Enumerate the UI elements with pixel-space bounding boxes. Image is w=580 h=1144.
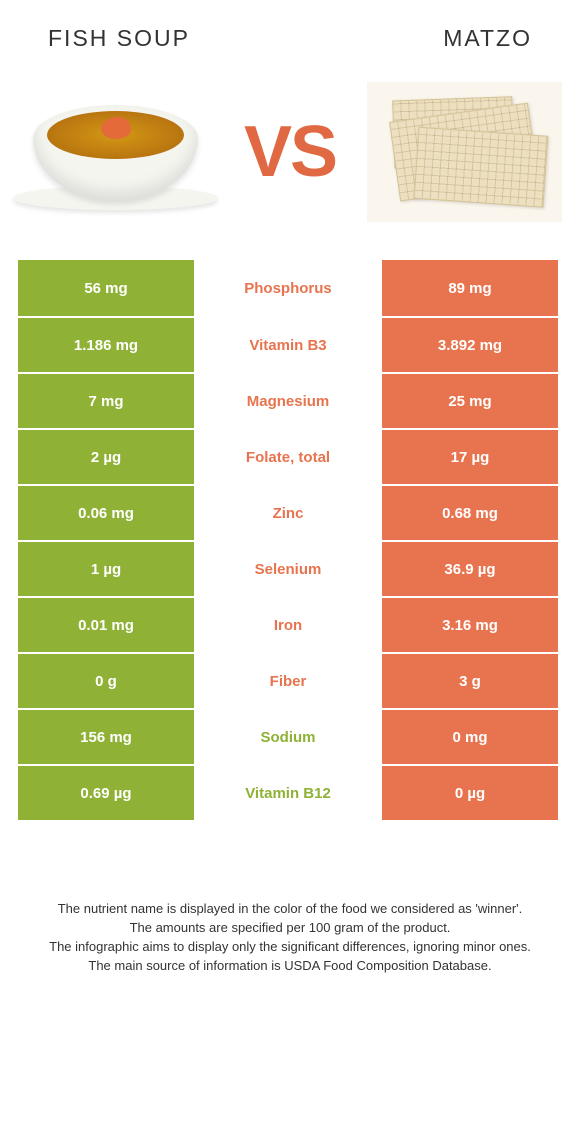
nutrient-left-value: 0 g [18, 652, 194, 708]
nutrient-name: Zinc [194, 484, 382, 540]
footnote-line: The main source of information is USDA F… [24, 957, 556, 976]
nutrient-left-value: 1 µg [18, 540, 194, 596]
nutrient-left-value: 56 mg [18, 260, 194, 316]
soup-bowl-icon [33, 105, 198, 200]
matzo-icon [414, 127, 549, 208]
food-left-title: Fish soup [48, 25, 190, 52]
table-row: 0.69 µgVitamin B120 µg [18, 764, 562, 820]
footnotes: The nutrient name is displayed in the co… [18, 900, 562, 975]
nutrient-name: Vitamin B3 [194, 316, 382, 372]
nutrient-right-value: 17 µg [382, 428, 558, 484]
nutrient-left-value: 0.01 mg [18, 596, 194, 652]
nutrient-left-value: 156 mg [18, 708, 194, 764]
table-row: 0.06 mgZinc0.68 mg [18, 484, 562, 540]
nutrient-left-value: 7 mg [18, 372, 194, 428]
nutrient-name: Folate, total [194, 428, 382, 484]
table-row: 1 µgSelenium36.9 µg [18, 540, 562, 596]
nutrient-right-value: 25 mg [382, 372, 558, 428]
table-row: 0 gFiber3 g [18, 652, 562, 708]
nutrient-right-value: 3.892 mg [382, 316, 558, 372]
nutrient-name: Fiber [194, 652, 382, 708]
table-row: 0.01 mgIron3.16 mg [18, 596, 562, 652]
nutrient-right-value: 3.16 mg [382, 596, 558, 652]
vs-label: VS [244, 111, 336, 193]
table-row: 2 µgFolate, total17 µg [18, 428, 562, 484]
table-row: 156 mgSodium0 mg [18, 708, 562, 764]
nutrient-left-value: 0.69 µg [18, 764, 194, 820]
nutrient-name: Selenium [194, 540, 382, 596]
nutrient-right-value: 0.68 mg [382, 484, 558, 540]
table-row: 1.186 mgVitamin B33.892 mg [18, 316, 562, 372]
nutrient-left-value: 0.06 mg [18, 484, 194, 540]
food-left-image [18, 82, 213, 222]
nutrient-name: Iron [194, 596, 382, 652]
titles-row: Fish soup Matzo [18, 20, 562, 62]
nutrient-right-value: 3 g [382, 652, 558, 708]
nutrient-right-value: 89 mg [382, 260, 558, 316]
nutrient-name: Vitamin B12 [194, 764, 382, 820]
footnote-line: The nutrient name is displayed in the co… [24, 900, 556, 919]
footnote-line: The infographic aims to display only the… [24, 938, 556, 957]
footnote-line: The amounts are specified per 100 gram o… [24, 919, 556, 938]
food-right-image [367, 82, 562, 222]
nutrient-name: Sodium [194, 708, 382, 764]
table-row: 7 mgMagnesium25 mg [18, 372, 562, 428]
nutrient-right-value: 0 µg [382, 764, 558, 820]
infographic-container: Fish soup Matzo VS 56 mgPhosphorus89 mg1… [0, 0, 580, 995]
food-right-title: Matzo [443, 25, 532, 52]
nutrient-left-value: 2 µg [18, 428, 194, 484]
nutrient-right-value: 0 mg [382, 708, 558, 764]
nutrient-table: 56 mgPhosphorus89 mg1.186 mgVitamin B33.… [18, 260, 562, 820]
table-row: 56 mgPhosphorus89 mg [18, 260, 562, 316]
nutrient-left-value: 1.186 mg [18, 316, 194, 372]
nutrient-name: Phosphorus [194, 260, 382, 316]
nutrient-right-value: 36.9 µg [382, 540, 558, 596]
nutrient-name: Magnesium [194, 372, 382, 428]
vs-row: VS [18, 62, 562, 252]
